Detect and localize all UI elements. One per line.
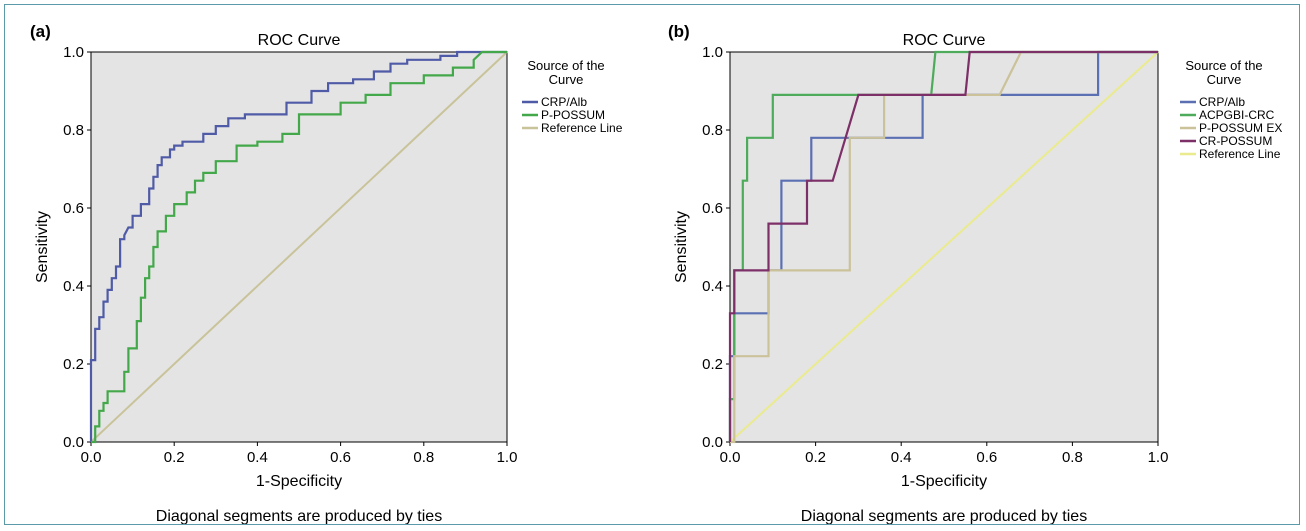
x-tick-label: 0.2 [805,449,826,466]
roc-chart-a: (a) ROC Curve 0.0 0.2 0.4 0.6 0.8 1.0 0.0 0.2 0.4 0… [30,22,623,524]
y-tick-label: 0.8 [702,122,723,139]
x-tick-label: 0.4 [247,449,268,466]
legend-label: ACPGBI-CRC [1199,108,1275,122]
y-tick-label: 0.0 [63,434,84,451]
legend-label: Reference Line [541,121,623,135]
y-axis-label: Sensitivity [34,211,51,283]
legend-label: Reference Line [1199,147,1281,161]
y-tick-label: 0.0 [702,434,723,451]
y-tick-label: 0.4 [63,278,84,295]
panel-label: (a) [30,22,51,41]
y-tick-label: 0.6 [702,200,723,217]
series-line-cr-possum [728,50,1158,442]
y-tick-label: 0.6 [63,200,84,217]
series-line-p-possum [91,50,507,444]
legend-label: CRP/Alb [1199,95,1245,109]
y-tick-label: 0.2 [63,356,84,373]
x-tick-label: 0.4 [891,449,912,466]
legend-label: P-POSSUM [541,108,605,122]
x-tick-label: 0.6 [976,449,997,466]
series-line-reference-line [90,51,508,443]
legend-label: P-POSSUM EX [1199,121,1282,135]
roc-chart-b: (b) ROC Curve 0.0 0.2 0.4 0.6 0.8 1.0 0.0 0.2 0.4 0… [668,22,1282,524]
figure-frame: (a) ROC Curve 0.0 0.2 0.4 0.6 0.8 1.0 0.0 0.2 0.4 0… [4,4,1300,525]
x-axis-label: 1-Specificity [256,473,342,490]
chart-note: Diagonal segments are produced by ties [156,508,442,524]
legend-label: CR-POSSUM [1199,134,1272,148]
x-tick-label: 0.2 [164,449,185,466]
legend-title: Source of the Curve [1185,58,1262,87]
x-tick-label: 0.0 [720,449,741,466]
chart-note: Diagonal segments are produced by ties [801,508,1087,524]
chart-title: ROC Curve [903,32,986,49]
roc-panel-a: (a) ROC Curve 0.0 0.2 0.4 0.6 0.8 1.0 0.0 0.2 0.4 0… [5,5,653,524]
x-axis-label: 1-Specificity [901,473,987,490]
y-tick-label: 1.0 [702,44,723,61]
x-tick-label: 1.0 [497,449,518,466]
y-tick-label: 0.8 [63,122,84,139]
chart-title: ROC Curve [258,32,341,49]
roc-panel-b: (b) ROC Curve 0.0 0.2 0.4 0.6 0.8 1.0 0.0 0.2 0.4 0… [653,5,1299,524]
y-tick-label: 0.2 [702,356,723,373]
series-line-reference-line [729,51,1159,443]
panel-label: (b) [668,22,690,41]
series-line-crp-alb [89,50,507,442]
y-axis-label: Sensitivity [673,211,690,283]
x-tick-label: 1.0 [1148,449,1169,466]
y-tick-label: 0.4 [702,278,723,295]
x-tick-label: 0.0 [81,449,102,466]
legend-title: Source of the Curve [527,58,604,87]
y-tick-label: 1.0 [63,44,84,61]
x-tick-label: 0.6 [330,449,351,466]
legend-label: CRP/Alb [541,95,587,109]
x-tick-label: 0.8 [1062,449,1083,466]
x-tick-label: 0.8 [413,449,434,466]
